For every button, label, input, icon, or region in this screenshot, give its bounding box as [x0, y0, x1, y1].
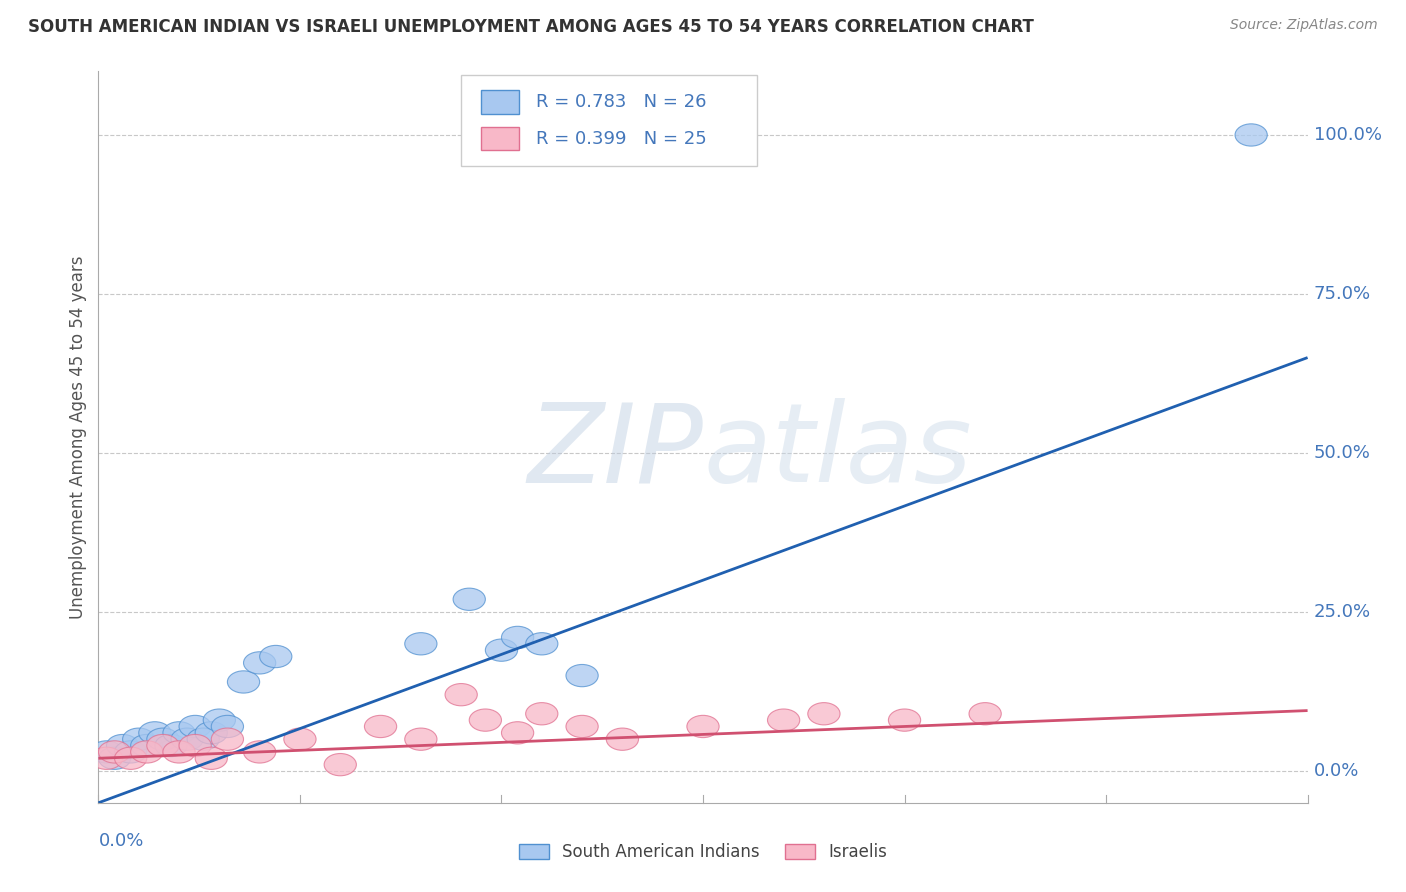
- Ellipse shape: [260, 646, 292, 667]
- Ellipse shape: [211, 715, 243, 738]
- Ellipse shape: [405, 632, 437, 655]
- Text: SOUTH AMERICAN INDIAN VS ISRAELI UNEMPLOYMENT AMONG AGES 45 TO 54 YEARS CORRELAT: SOUTH AMERICAN INDIAN VS ISRAELI UNEMPLO…: [28, 18, 1033, 36]
- Text: 100.0%: 100.0%: [1313, 126, 1382, 144]
- Ellipse shape: [195, 747, 228, 770]
- Ellipse shape: [98, 747, 131, 770]
- Text: atlas: atlas: [703, 398, 972, 505]
- Text: 50.0%: 50.0%: [1313, 444, 1371, 462]
- Ellipse shape: [688, 715, 718, 738]
- Ellipse shape: [187, 728, 219, 750]
- Ellipse shape: [470, 709, 502, 731]
- Ellipse shape: [211, 728, 243, 750]
- Ellipse shape: [146, 728, 179, 750]
- Ellipse shape: [453, 588, 485, 610]
- Y-axis label: Unemployment Among Ages 45 to 54 years: Unemployment Among Ages 45 to 54 years: [69, 255, 87, 619]
- Ellipse shape: [526, 703, 558, 725]
- Ellipse shape: [889, 709, 921, 731]
- FancyBboxPatch shape: [461, 75, 758, 167]
- Ellipse shape: [284, 728, 316, 750]
- Text: ZIP: ZIP: [527, 398, 703, 505]
- FancyBboxPatch shape: [481, 127, 519, 151]
- FancyBboxPatch shape: [481, 90, 519, 114]
- Ellipse shape: [163, 740, 195, 763]
- Legend: South American Indians, Israelis: South American Indians, Israelis: [512, 837, 894, 868]
- Text: R = 0.783   N = 26: R = 0.783 N = 26: [536, 93, 707, 112]
- Ellipse shape: [122, 728, 155, 750]
- Ellipse shape: [172, 728, 204, 750]
- Ellipse shape: [179, 734, 211, 756]
- Ellipse shape: [179, 715, 211, 738]
- Ellipse shape: [808, 703, 839, 725]
- Ellipse shape: [146, 734, 179, 756]
- Ellipse shape: [98, 740, 131, 763]
- Ellipse shape: [228, 671, 260, 693]
- Ellipse shape: [567, 665, 598, 687]
- Ellipse shape: [405, 728, 437, 750]
- Ellipse shape: [567, 715, 598, 738]
- Ellipse shape: [204, 709, 235, 731]
- Ellipse shape: [163, 722, 195, 744]
- Text: Source: ZipAtlas.com: Source: ZipAtlas.com: [1230, 18, 1378, 32]
- Ellipse shape: [502, 626, 534, 648]
- Ellipse shape: [107, 734, 139, 756]
- Text: 0.0%: 0.0%: [98, 832, 143, 850]
- Ellipse shape: [364, 715, 396, 738]
- Ellipse shape: [114, 747, 146, 770]
- Ellipse shape: [114, 740, 146, 763]
- Ellipse shape: [90, 747, 122, 770]
- Ellipse shape: [446, 683, 477, 706]
- Text: 0.0%: 0.0%: [1313, 762, 1360, 780]
- Ellipse shape: [90, 740, 122, 763]
- Ellipse shape: [485, 639, 517, 661]
- Ellipse shape: [243, 740, 276, 763]
- Ellipse shape: [502, 722, 534, 744]
- Ellipse shape: [243, 652, 276, 674]
- Ellipse shape: [139, 722, 172, 744]
- Ellipse shape: [155, 734, 187, 756]
- Ellipse shape: [131, 734, 163, 756]
- Text: R = 0.399   N = 25: R = 0.399 N = 25: [536, 129, 707, 148]
- Ellipse shape: [131, 740, 163, 763]
- Ellipse shape: [526, 632, 558, 655]
- Text: 75.0%: 75.0%: [1313, 285, 1371, 303]
- Ellipse shape: [768, 709, 800, 731]
- Ellipse shape: [195, 722, 228, 744]
- Ellipse shape: [325, 754, 356, 776]
- Ellipse shape: [969, 703, 1001, 725]
- Ellipse shape: [1234, 124, 1267, 146]
- Ellipse shape: [606, 728, 638, 750]
- Text: 25.0%: 25.0%: [1313, 603, 1371, 621]
